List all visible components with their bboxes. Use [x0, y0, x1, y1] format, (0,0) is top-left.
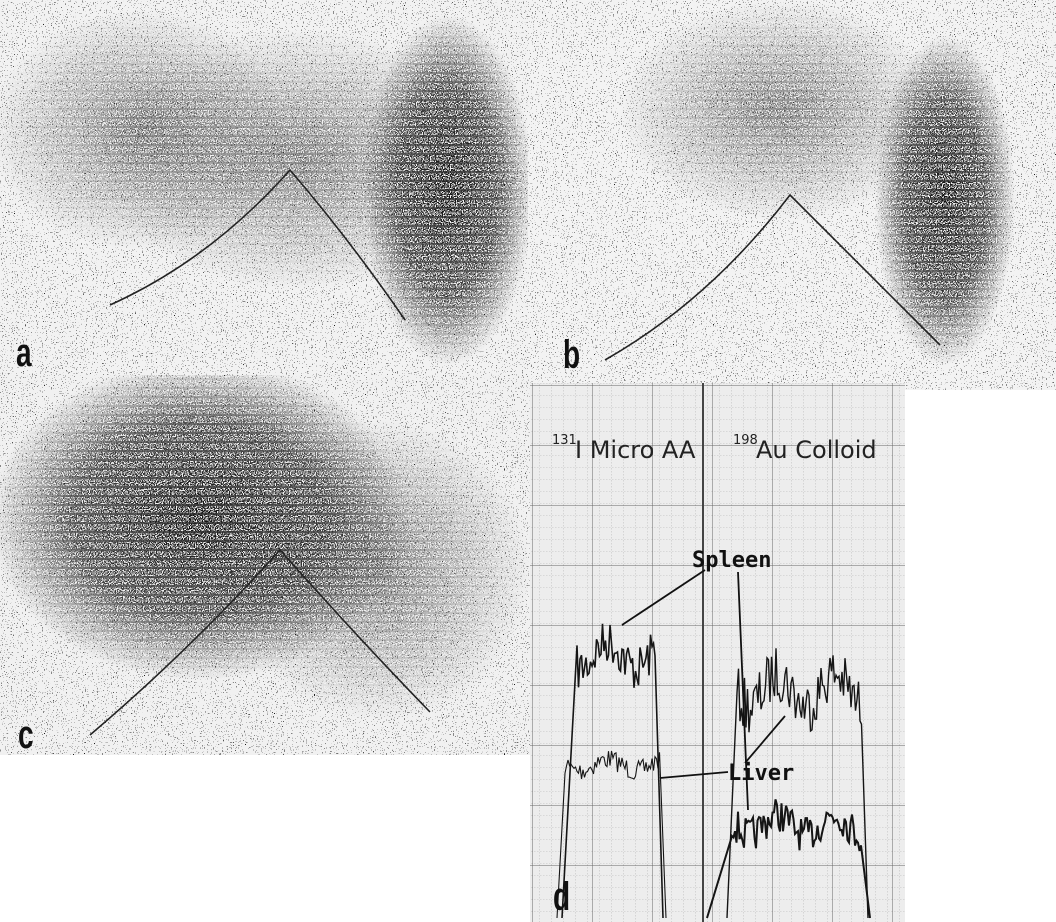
panel-label: d — [553, 875, 570, 919]
panel-a: a — [0, 0, 528, 375]
costal-margin — [109, 168, 406, 321]
panel-label: c — [18, 713, 34, 757]
trace-title: I Micro AA — [575, 436, 696, 464]
costal-margin — [89, 548, 431, 736]
annotation: Spleen — [692, 548, 771, 573]
annotation: Liver — [728, 761, 794, 786]
scan-lines — [0, 0, 528, 375]
scan-lines — [528, 0, 1056, 390]
scan-lines — [0, 375, 530, 755]
trace — [726, 648, 869, 919]
panel-c: c — [0, 375, 530, 757]
arrow — [621, 569, 706, 626]
trace — [706, 799, 871, 919]
panel-b: b — [528, 0, 1056, 390]
arrow — [744, 715, 786, 764]
trace — [561, 623, 664, 919]
arrow — [737, 571, 749, 811]
isotope-mass: 131 — [552, 433, 577, 448]
panel-d: 131 I Micro AA 198 Au Colloid Spleen Liv… — [530, 383, 905, 922]
trace — [556, 750, 667, 919]
panel-label: b — [563, 333, 580, 377]
isotope-mass: 198 — [733, 433, 758, 448]
costal-margin — [604, 193, 941, 361]
arrow — [659, 771, 729, 779]
trace-title: Au Colloid — [756, 436, 877, 464]
panel-label: a — [16, 331, 32, 375]
